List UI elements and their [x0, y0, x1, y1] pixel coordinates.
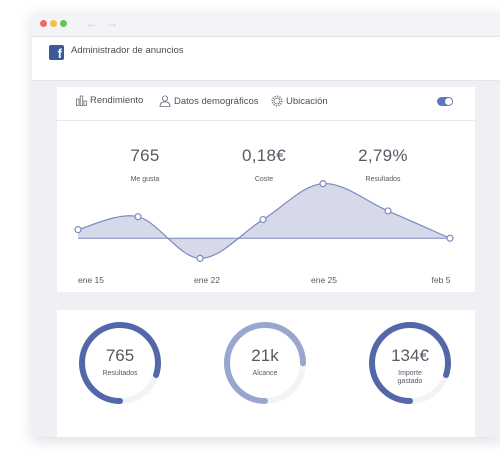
chart-data-point[interactable]	[259, 215, 267, 224]
donut-spend: 134€ Importe gastado	[367, 320, 453, 406]
bar-chart-icon	[76, 95, 87, 106]
window-chrome: ← →	[32, 12, 500, 37]
x-tick-label: ene 22	[194, 275, 220, 285]
tab-label: Ubicación	[286, 96, 328, 107]
chart-data-point[interactable]	[384, 207, 392, 215]
donut-value: 21k	[251, 346, 279, 365]
donut-progress-arc	[79, 322, 161, 404]
facebook-logo-icon: f	[49, 45, 64, 60]
donut-label: Alcance	[252, 370, 278, 377]
donut-label: Importe gastado	[397, 370, 423, 385]
chart-data-point[interactable]	[74, 226, 82, 234]
donut-value: 765	[105, 346, 135, 365]
stat-results-label: Resultados	[365, 176, 401, 183]
app-title: Administrador de anuncios	[71, 45, 184, 56]
chart-data-point[interactable]	[446, 234, 454, 242]
view-toggle[interactable]	[437, 97, 453, 106]
app-header: f Administrador de anuncios	[32, 37, 500, 81]
summary-panel: 765 Resultados 21k Alcance 134€ Importe …	[57, 310, 475, 437]
performance-panel: Rendimiento Datos demográficos Ubicación…	[57, 87, 475, 292]
x-tick-label: ene 15	[78, 275, 104, 285]
donut-ring	[79, 322, 161, 404]
x-tick-label: ene 25	[311, 275, 337, 285]
forward-arrow-icon[interactable]: →	[106, 16, 118, 30]
stat-likes-label: Me gusta	[130, 176, 160, 183]
toggle-knob	[445, 98, 452, 105]
chart-data-point[interactable]	[196, 254, 204, 262]
donut-reach: 21k Alcance	[222, 320, 308, 406]
donut-value: 134€	[391, 346, 429, 365]
chart-data-point[interactable]	[319, 180, 327, 188]
stat-likes-value: 765	[130, 146, 160, 165]
stat-results-value: 2,79%	[358, 146, 408, 165]
back-arrow-icon[interactable]: ←	[86, 16, 98, 30]
tab-rendimiento[interactable]: Rendimiento	[76, 95, 143, 106]
x-tick-label: feb 5	[431, 275, 451, 285]
stat-cost-label: Coste	[254, 176, 274, 183]
tab-label: Rendimiento	[90, 95, 144, 106]
donut-progress-arc	[224, 322, 306, 404]
minimize-window-button[interactable]	[50, 20, 57, 27]
tab-ubicacion[interactable]: Ubicación	[271, 95, 328, 107]
donut-ring	[224, 322, 306, 404]
maximize-window-button[interactable]	[60, 20, 67, 27]
donut-results: 765 Resultados	[77, 320, 163, 406]
donut-label: Resultados	[102, 370, 138, 377]
app-window: ← → f Administrador de anuncios Rendimie…	[32, 12, 500, 437]
person-icon	[159, 95, 171, 107]
close-window-button[interactable]	[40, 20, 47, 27]
tab-datos-demograficos[interactable]: Datos demográficos	[159, 95, 258, 107]
donut-progress-arc	[369, 322, 451, 404]
gear-location-icon	[271, 95, 283, 107]
tab-label: Datos demográficos	[174, 96, 259, 107]
chart-data-point[interactable]	[134, 213, 142, 221]
performance-area-chart	[74, 180, 454, 262]
tab-bar: Rendimiento Datos demográficos Ubicación	[57, 87, 475, 121]
donut-ring	[369, 322, 451, 404]
stat-cost-value: 0,18€	[241, 146, 287, 165]
